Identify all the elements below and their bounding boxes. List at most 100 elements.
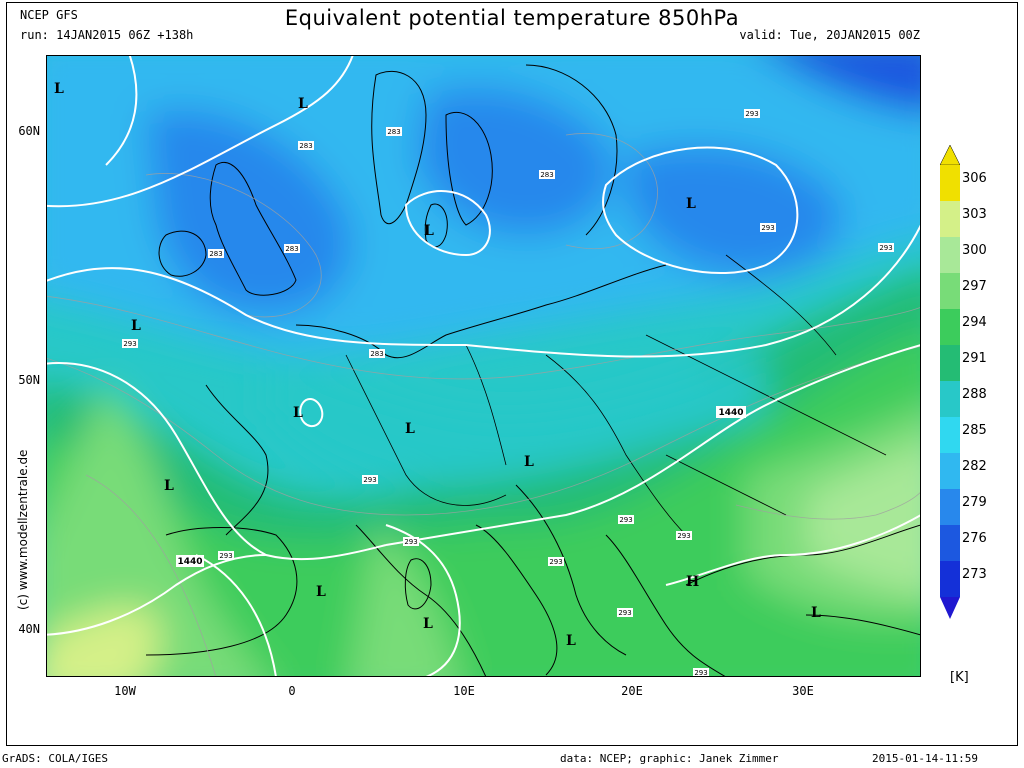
lat-label-60n: 60N — [18, 124, 40, 138]
colorbar-segment — [940, 273, 960, 309]
contour-label: 293 — [744, 109, 760, 118]
high-pressure-marker: H — [686, 574, 699, 590]
low-pressure-marker: L — [293, 405, 303, 421]
contour-label-text: 283 — [299, 142, 312, 150]
field-iberia-warm — [46, 606, 160, 677]
contour-label-text: 293 — [404, 538, 417, 546]
colorbar-segment — [940, 525, 960, 561]
low-pressure-marker: L — [424, 223, 434, 239]
contour-label-text: 293 — [879, 244, 892, 252]
low-pressure-marker: L — [524, 454, 534, 470]
model-name: NCEP GFS — [20, 8, 78, 22]
low-pressure-marker: L — [405, 421, 415, 437]
contour-label-text: 293 — [549, 558, 562, 566]
contour-label-text: 283 — [370, 350, 383, 358]
colorbar-level-label: 273 — [962, 567, 987, 582]
colorbar-level-label: 282 — [962, 459, 987, 474]
footer-data-credit: data: NCEP; graphic: Janek Zimmer — [560, 752, 779, 765]
lat-label-40n: 40N — [18, 622, 40, 636]
contour-label: 283 — [284, 244, 300, 253]
plot-frame — [6, 2, 1018, 746]
colorbar-segment — [940, 309, 960, 345]
contour-label-group: 283 283 283 283 283 283 293 293 293 293 … — [122, 109, 894, 677]
low-pressure-marker: L — [811, 605, 821, 621]
contour-label-text: 283 — [387, 128, 400, 136]
geopotential-label: 1440 — [716, 406, 746, 418]
footer-software: GrADS: COLA/IGES — [2, 752, 108, 765]
colorbar-segment — [940, 345, 960, 381]
contour-label-text: 293 — [619, 516, 632, 524]
colorbar-level-label: 306 — [962, 171, 987, 186]
contour-label-text: 293 — [761, 224, 774, 232]
geopotential-label-text: 1440 — [177, 557, 202, 567]
field-sardinia-green — [350, 525, 460, 677]
geopotential-label-text: 1440 — [718, 408, 743, 418]
contour-label-text: 293 — [123, 340, 136, 348]
contour-label: 283 — [369, 349, 385, 358]
valid-time: valid: Tue, 20JAN2015 00Z — [739, 28, 920, 42]
contour-label-text: 283 — [540, 171, 553, 179]
low-pressure-marker: L — [131, 318, 141, 334]
low-pressure-marker: L — [164, 478, 174, 494]
contour-label-text: 283 — [209, 250, 222, 258]
pressure-marker-group: L L L L L L L L L L L L L H — [54, 81, 821, 649]
geopotential-label: 1440 — [176, 555, 204, 567]
contour-label: 283 — [298, 141, 314, 150]
contour-label: 283 — [539, 170, 555, 179]
colorbar-segment — [940, 417, 960, 453]
contour-label: 293 — [878, 243, 894, 252]
colorbar-segment — [940, 489, 960, 525]
field-turkey-pale — [806, 445, 921, 594]
colorbar-segment — [940, 561, 960, 597]
colorbar-segment — [940, 201, 960, 237]
low-pressure-marker: L — [566, 633, 576, 649]
contour-label-text: 293 — [745, 110, 758, 118]
map-border — [46, 55, 921, 677]
colorbar — [940, 145, 960, 619]
field-british-isles-cold — [146, 109, 352, 315]
contour-label: 293 — [617, 608, 633, 617]
colorbar-level-label: 303 — [962, 207, 987, 222]
contour-label: 293 — [403, 537, 419, 546]
chart-title: Equivalent potential temperature 850hPa — [284, 6, 740, 30]
contour-label: 293 — [362, 475, 378, 484]
colorbar-segment — [940, 453, 960, 489]
colorbar-bottom-triangle — [940, 597, 960, 619]
contour-label-text: 293 — [618, 609, 631, 617]
lon-label-20e: 20E — [621, 684, 643, 698]
colorbar-segment — [940, 381, 960, 417]
colorbar-level-label: 279 — [962, 495, 987, 510]
colorbar-segment — [940, 237, 960, 273]
footer-timestamp: 2015-01-14-11:59 — [872, 752, 978, 765]
colorbar-level-label: 291 — [962, 351, 987, 366]
lon-label-10e: 10E — [453, 684, 475, 698]
field-atlantic-green — [46, 385, 264, 677]
contour-label-text: 283 — [285, 245, 298, 253]
colorbar-level-label: 285 — [962, 423, 987, 438]
contour-label: 293 — [760, 223, 776, 232]
contour-label: 293 — [676, 531, 692, 540]
site-credit: (c) www.modellzentrale.de — [16, 449, 30, 610]
colorbar-segment — [940, 165, 960, 201]
colorbar-unit: [K] — [950, 670, 969, 685]
colorbar-level-label: 297 — [962, 279, 987, 294]
colorbar-level-label: 276 — [962, 531, 987, 546]
geopotential-label-group: 1440 1440 — [176, 406, 746, 567]
contour-label: 293 — [122, 339, 138, 348]
colorbar-top-triangle — [940, 145, 960, 166]
field-mid-green — [46, 332, 921, 677]
colorbar-segments — [940, 145, 960, 619]
lon-label-10w: 10W — [114, 684, 136, 698]
contour-label-text: 293 — [677, 532, 690, 540]
field-arctic — [772, 55, 921, 114]
lat-label-50n: 50N — [18, 373, 40, 387]
contour-label: 293 — [548, 557, 564, 566]
low-pressure-marker: L — [298, 96, 308, 112]
colorbar-level-label: 294 — [962, 315, 987, 330]
contour-label-text: 293 — [363, 476, 376, 484]
low-pressure-marker: L — [423, 616, 433, 632]
contour-label: 293 — [618, 515, 634, 524]
field-central-teal — [266, 355, 766, 487]
lon-label-0: 0 — [288, 684, 296, 698]
contour-label-text: 293 — [219, 552, 232, 560]
